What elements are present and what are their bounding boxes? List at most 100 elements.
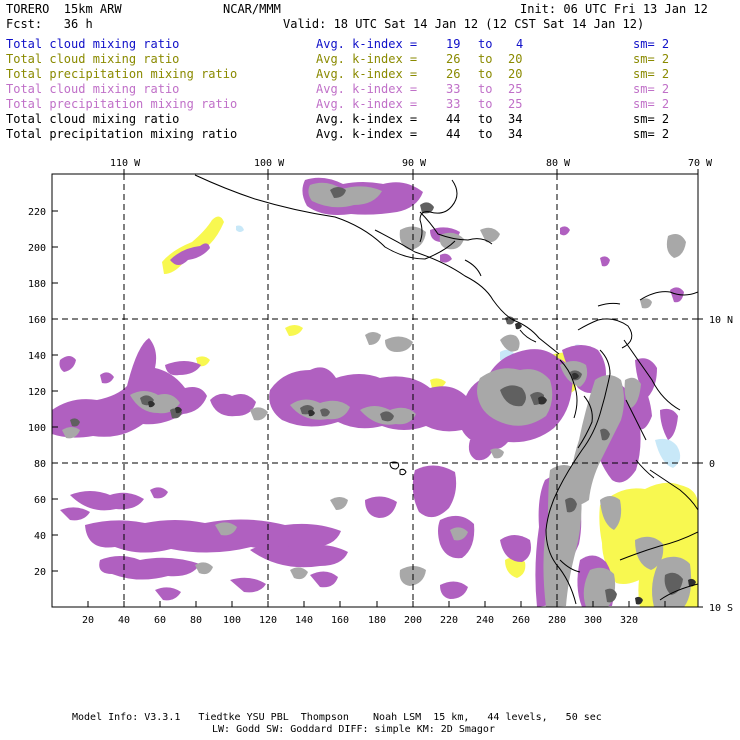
init-time: Init: 06 UTC Fri 13 Jan 12 xyxy=(520,2,708,16)
y-tick-label: 120 xyxy=(28,387,46,398)
x-tick-label: 240 xyxy=(476,615,494,626)
legend-sm: sm= 2 xyxy=(633,112,670,126)
legend-to: to xyxy=(478,67,493,81)
legend-to: to xyxy=(478,37,493,51)
legend-field: Total cloud mixing ratio xyxy=(6,37,180,51)
lon-label: 110 W xyxy=(110,158,141,169)
coastlines xyxy=(194,174,698,605)
legend-sm: sm= 2 xyxy=(633,127,670,141)
legend-row: Total cloud mixing ratio Avg. k-index = … xyxy=(6,82,669,194)
x-tick-label: 220 xyxy=(440,615,458,626)
y-tick-label: 160 xyxy=(28,315,46,326)
legend-field: Total cloud mixing ratio xyxy=(6,52,180,66)
forecast-hour: Fcst: 36 h xyxy=(6,17,93,31)
legend-k2: 20 xyxy=(508,52,523,66)
legend-sm: sm= 2 xyxy=(633,52,670,66)
y-tick-label: 60 xyxy=(34,495,46,506)
x-tick-label: 120 xyxy=(259,615,277,626)
y-tick-label: 220 xyxy=(28,207,46,218)
legend-field: Total cloud mixing ratio xyxy=(6,82,180,96)
lon-labels: 110 W 100 W 90 W 80 W 70 W xyxy=(110,158,713,169)
legend-k1: 44 xyxy=(446,127,461,141)
legend-field: Total cloud mixing ratio xyxy=(6,112,180,126)
darkest-shading xyxy=(148,322,696,605)
legend-label: Avg. k-index = xyxy=(316,37,418,51)
y-tick-label: 180 xyxy=(28,279,46,290)
legend-row: Total precipitation mixing ratio Avg. k-… xyxy=(6,67,669,179)
legend-field: Total precipitation mixing ratio xyxy=(6,67,238,81)
y-tick-label: 100 xyxy=(28,423,46,434)
legend-row: Total cloud mixing ratio Avg. k-index = … xyxy=(6,52,669,164)
legend-field: Total precipitation mixing ratio xyxy=(6,97,238,111)
x-tick-label: 100 xyxy=(223,615,241,626)
legend-field: Total precipitation mixing ratio xyxy=(6,127,238,141)
legend-label: Avg. k-index = xyxy=(316,112,418,126)
y-tick-marks xyxy=(52,210,703,608)
x-tick-label: 320 xyxy=(620,615,638,626)
legend-to: to xyxy=(478,82,493,96)
legend-label: Avg. k-index = xyxy=(316,82,418,96)
lat-label: 10 N xyxy=(709,315,733,326)
legend-k1: 33 xyxy=(446,97,461,111)
legend-row: Total cloud mixing ratio Avg. k-index = … xyxy=(6,37,669,149)
legend-label: Avg. k-index = xyxy=(316,97,418,111)
legend-sm: sm= 2 xyxy=(633,97,670,111)
legend-k2: 34 xyxy=(508,112,523,126)
legend-to: to xyxy=(478,127,493,141)
legend-label: Avg. k-index = xyxy=(316,67,418,81)
field-shading xyxy=(52,174,698,607)
legend-row: Total precipitation mixing ratio Avg. k-… xyxy=(6,97,669,209)
x-tick-label: 160 xyxy=(331,615,349,626)
physics-info: LW: Godd SW: Goddard DIFF: simple KM: 2D… xyxy=(212,724,495,735)
lon-label: 80 W xyxy=(546,158,571,169)
valid-time: Valid: 18 UTC Sat 14 Jan 12 (12 CST Sat … xyxy=(283,17,645,31)
graticule xyxy=(52,174,698,607)
legend-to: to xyxy=(478,112,493,126)
lat-label: 0 xyxy=(709,459,715,470)
legend-k1: 26 xyxy=(446,52,461,66)
x-tick-label: 200 xyxy=(404,615,422,626)
legend-row: Total cloud mixing ratio Avg. k-index = … xyxy=(6,112,669,224)
legend-k1: 33 xyxy=(446,82,461,96)
x-tick-label: 300 xyxy=(584,615,602,626)
x-tick-label: 20 xyxy=(82,615,94,626)
legend-k2: 20 xyxy=(508,67,523,81)
legend-k1: 19 xyxy=(446,37,461,51)
legend-k1: 26 xyxy=(446,67,461,81)
y-tick-label: 40 xyxy=(34,531,46,542)
legend-k1: 44 xyxy=(446,112,461,126)
model-info: Model Info: V3.3.1 Tiedtke YSU PBL Thomp… xyxy=(72,712,602,723)
x-tick-label: 40 xyxy=(118,615,130,626)
x-tick-marks xyxy=(87,169,699,607)
legend-sm: sm= 2 xyxy=(633,67,670,81)
x-tick-label: 180 xyxy=(368,615,386,626)
center-label: NCAR/MMM xyxy=(223,2,281,16)
legend-k2: 25 xyxy=(508,82,523,96)
x-tick-label: 280 xyxy=(548,615,566,626)
x-grid-labels: 20 40 60 80 100 120 140 160 180 200 220 … xyxy=(82,615,638,626)
x-tick-label: 260 xyxy=(512,615,530,626)
legend-row: Total precipitation mixing ratio Avg. k-… xyxy=(6,127,669,239)
lon-label: 90 W xyxy=(402,158,427,169)
x-tick-label: 140 xyxy=(295,615,313,626)
legend-label: Avg. k-index = xyxy=(316,52,418,66)
lon-label: 70 W xyxy=(688,158,713,169)
x-tick-label: 80 xyxy=(190,615,202,626)
legend-k2: 4 xyxy=(516,37,524,51)
model-title: TORERO 15km ARW xyxy=(6,2,122,16)
lon-label: 100 W xyxy=(254,158,285,169)
legend-k2: 34 xyxy=(508,127,523,141)
y-grid-labels: 20 40 60 80 100 120 140 160 180 200 220 xyxy=(28,207,46,578)
lat-label: 10 S xyxy=(709,603,733,614)
legend-sm: sm= 2 xyxy=(633,82,670,96)
y-tick-label: 200 xyxy=(28,243,46,254)
y-tick-label: 20 xyxy=(34,567,46,578)
x-tick-label: 60 xyxy=(154,615,166,626)
y-tick-label: 80 xyxy=(34,459,46,470)
legend-sm: sm= 2 xyxy=(633,37,670,51)
legend-label: Avg. k-index = xyxy=(316,127,418,141)
lat-labels: 10 N 0 10 S xyxy=(709,315,733,614)
y-tick-label: 140 xyxy=(28,351,46,362)
legend-to: to xyxy=(478,97,493,111)
